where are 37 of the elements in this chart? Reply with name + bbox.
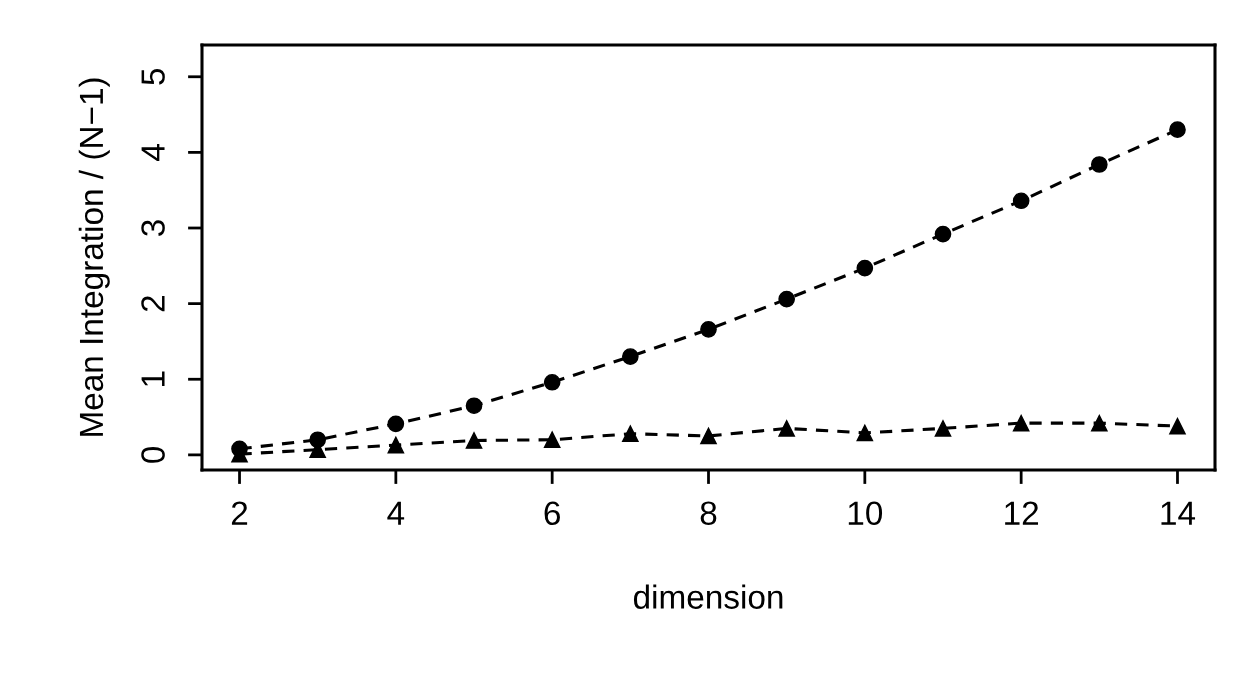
- point: [700, 427, 717, 445]
- y-axis-title: Mean Integration / (N−1): [78, 78, 110, 436]
- point: [856, 424, 874, 442]
- point: [1012, 192, 1030, 210]
- point: [1169, 417, 1186, 435]
- y-tick-label: 0: [141, 446, 165, 463]
- x-tick-label: 2: [231, 501, 248, 525]
- point: [1012, 414, 1030, 432]
- point: [934, 420, 952, 437]
- point: [622, 425, 639, 443]
- y-tick-label: 4: [141, 144, 165, 161]
- y-tick-label: 3: [141, 220, 165, 236]
- point: [778, 290, 795, 308]
- x-tick-label: 10: [848, 501, 883, 526]
- point: [622, 348, 639, 365]
- point: [543, 373, 561, 391]
- point: [1090, 414, 1108, 432]
- point: [543, 431, 561, 449]
- x-tick-label: 8: [700, 501, 717, 526]
- point: [1090, 156, 1108, 173]
- y-tick-label: 2: [141, 296, 165, 312]
- y-tick-label: 5: [141, 68, 165, 85]
- point: [778, 420, 795, 437]
- point: [856, 259, 874, 277]
- y-tick-label: 1: [141, 371, 165, 386]
- x-tick-label: 6: [544, 501, 560, 526]
- point: [700, 321, 717, 338]
- point: [1169, 121, 1186, 139]
- x-tick-label: 12: [1005, 501, 1039, 525]
- point: [387, 436, 405, 454]
- x-axis-title: dimension: [633, 584, 783, 609]
- point: [465, 397, 483, 415]
- x-tick-label: 14: [1161, 501, 1196, 525]
- point: [387, 415, 405, 433]
- point: [465, 432, 483, 449]
- point: [934, 225, 952, 243]
- x-tick-label: 4: [387, 501, 405, 525]
